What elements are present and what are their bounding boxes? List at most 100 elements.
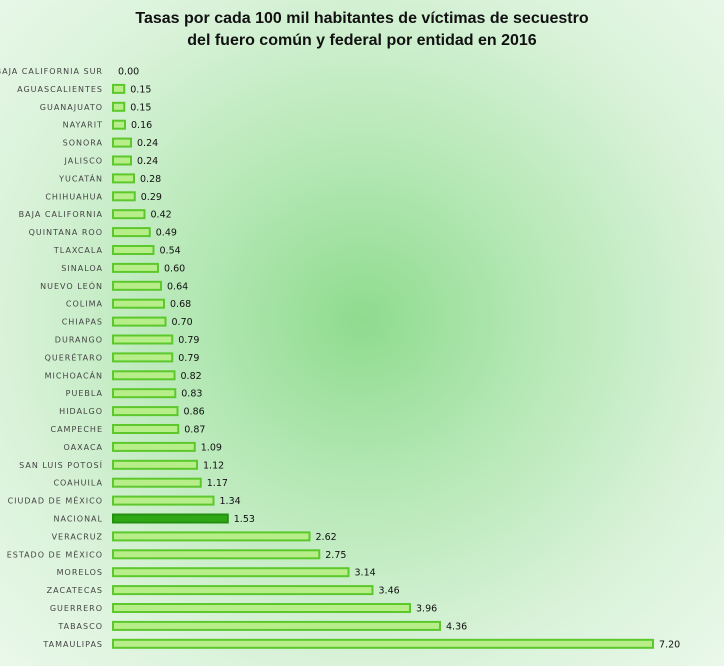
bar-jalisco [112, 155, 132, 166]
value-label-colima: 0.68 [170, 299, 191, 310]
bar-nuevo-leon [112, 280, 162, 291]
value-label-coahuila: 1.17 [207, 478, 228, 489]
value-label-tlaxcala: 0.54 [160, 246, 181, 257]
value-label-san-luis-potosi: 1.12 [203, 460, 224, 471]
bar-sonora [112, 137, 132, 148]
chart-title: Tasas por cada 100 mil habitantes de víc… [0, 8, 724, 52]
category-label-nuevo-leon: NUEVO LEÓN [40, 280, 103, 291]
bar-quintana-roo [112, 227, 151, 238]
chart-title-line-2: del fuero común y federal por entidad en… [187, 32, 537, 49]
value-label-morelos: 3.14 [355, 568, 376, 579]
bar-guanajuato [112, 101, 126, 112]
bar-coahuila [112, 477, 202, 488]
bar-veracruz [112, 531, 311, 542]
value-label-guerrero: 3.96 [416, 604, 437, 615]
bar-yucatan [112, 173, 135, 184]
category-label-aguascalientes: AGUASCALIENTES [17, 85, 103, 94]
value-label-nuevo-leon: 0.64 [167, 281, 188, 292]
value-label-estado-de-mexico: 2.75 [325, 550, 346, 561]
value-label-michoacan: 0.82 [181, 371, 202, 382]
category-label-guerrero: GUERRERO [50, 604, 103, 613]
bar-colima [112, 298, 165, 309]
bar-nayarit [112, 119, 126, 130]
bar-campeche [112, 424, 180, 434]
bar-michoacan [112, 370, 176, 381]
category-label-chiapas: CHIAPAS [62, 318, 103, 327]
value-label-jalisco: 0.24 [137, 156, 158, 167]
category-label-michoacan: MICHOACÁN [45, 369, 103, 380]
category-label-quintana-roo: QUINTANA ROO [29, 228, 103, 237]
category-label-nacional: NACIONAL [54, 515, 103, 524]
category-label-zacatecas: ZACATECAS [47, 586, 103, 595]
category-label-estado-de-mexico: ESTADO DE MÉXICO [7, 548, 103, 559]
value-label-baja-california: 0.42 [151, 210, 172, 221]
category-label-san-luis-potosi: SAN LUIS POTOSÍ [19, 459, 103, 470]
value-label-tamaulipas: 7.20 [659, 639, 680, 650]
category-label-tabasco: TABASCO [57, 622, 103, 631]
bar-tabasco [112, 620, 441, 631]
category-label-oaxaca: OAXACA [64, 443, 104, 452]
bar-oaxaca [112, 441, 196, 452]
value-label-sinaloa: 0.60 [164, 263, 185, 274]
value-label-sonora: 0.24 [137, 138, 158, 149]
category-label-tamaulipas: TAMAULIPAS [42, 640, 103, 649]
value-label-baja-california-sur: 0.00 [118, 67, 139, 78]
category-label-chihuahua: CHIHUAHUA [45, 192, 103, 201]
value-label-veracruz: 2.62 [316, 532, 337, 543]
bar-durango [112, 334, 174, 345]
value-label-quintana-roo: 0.49 [156, 228, 177, 239]
bar-chiapas [112, 316, 167, 327]
value-label-chihuahua: 0.29 [141, 192, 162, 203]
value-label-oaxaca: 1.09 [201, 442, 222, 453]
category-label-yucatan: YUCATÁN [58, 172, 103, 183]
category-label-jalisco: JALISCO [64, 157, 103, 166]
category-label-ciudad-de-mexico: CIUDAD DE MÉXICO [8, 495, 103, 506]
chart-title-line-1: Tasas por cada 100 mil habitantes de víc… [135, 10, 589, 27]
bar-sinaloa [112, 262, 159, 273]
category-label-baja-california: BAJA CALIFORNIA [19, 210, 103, 219]
value-label-puebla: 0.83 [181, 389, 202, 400]
value-label-hidalgo: 0.86 [184, 407, 205, 418]
bar-nacional [112, 513, 229, 524]
value-label-aguascalientes: 0.15 [130, 84, 151, 95]
category-label-puebla: PUEBLA [66, 389, 103, 398]
value-label-durango: 0.79 [178, 335, 199, 346]
bar-tamaulipas [112, 638, 654, 649]
value-label-queretaro: 0.79 [178, 353, 199, 364]
bar-puebla [112, 388, 177, 399]
bar-guerrero [112, 603, 411, 613]
category-label-morelos: MORELOS [57, 568, 103, 577]
value-label-ciudad-de-mexico: 1.34 [220, 496, 241, 507]
value-label-nacional: 1.53 [234, 514, 255, 525]
value-label-zacatecas: 3.46 [379, 586, 400, 597]
value-label-tabasco: 4.36 [446, 621, 467, 632]
bar-aguascalientes [112, 83, 126, 94]
category-label-sinaloa: SINALOA [61, 264, 103, 273]
bar-ciudad-de-mexico [112, 495, 215, 506]
category-label-colima: COLIMA [66, 300, 103, 309]
category-label-durango: DURANGO [55, 336, 103, 345]
category-label-veracruz: VERACRUZ [52, 532, 103, 541]
category-label-coahuila: COAHUILA [53, 479, 103, 488]
category-label-queretaro: QUERÉTARO [45, 351, 103, 362]
bar-tlaxcala [112, 245, 155, 255]
bar-baja-california [112, 209, 146, 220]
bar-chihuahua [112, 191, 136, 202]
value-label-yucatan: 0.28 [140, 174, 161, 185]
value-label-chiapas: 0.70 [172, 317, 193, 328]
value-label-guanajuato: 0.15 [130, 102, 151, 113]
category-label-campeche: CAMPECHE [51, 425, 104, 434]
bar-san-luis-potosi [112, 459, 198, 470]
category-label-baja-california-sur: BAJA CALIFORNIA SUR [0, 67, 103, 76]
category-label-guanajuato: GUANAJUATO [40, 103, 103, 112]
category-label-sonora: SONORA [63, 139, 103, 148]
bar-zacatecas [112, 585, 374, 596]
value-label-campeche: 0.87 [184, 425, 205, 436]
value-label-nayarit: 0.16 [131, 120, 152, 131]
bar-queretaro [112, 352, 174, 363]
category-label-hidalgo: HIDALGO [59, 407, 103, 416]
category-label-nayarit: NAYARIT [63, 121, 103, 130]
category-label-tlaxcala: TLAXCALA [53, 246, 103, 255]
bar-estado-de-mexico [112, 549, 321, 560]
